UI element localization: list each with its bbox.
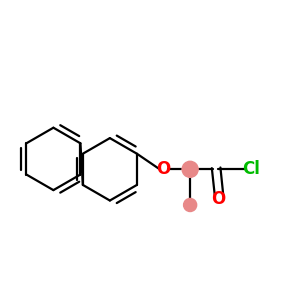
Circle shape (184, 198, 197, 212)
Text: O: O (156, 160, 170, 178)
Text: Cl: Cl (242, 160, 260, 178)
Circle shape (182, 161, 198, 177)
Text: O: O (211, 190, 226, 208)
